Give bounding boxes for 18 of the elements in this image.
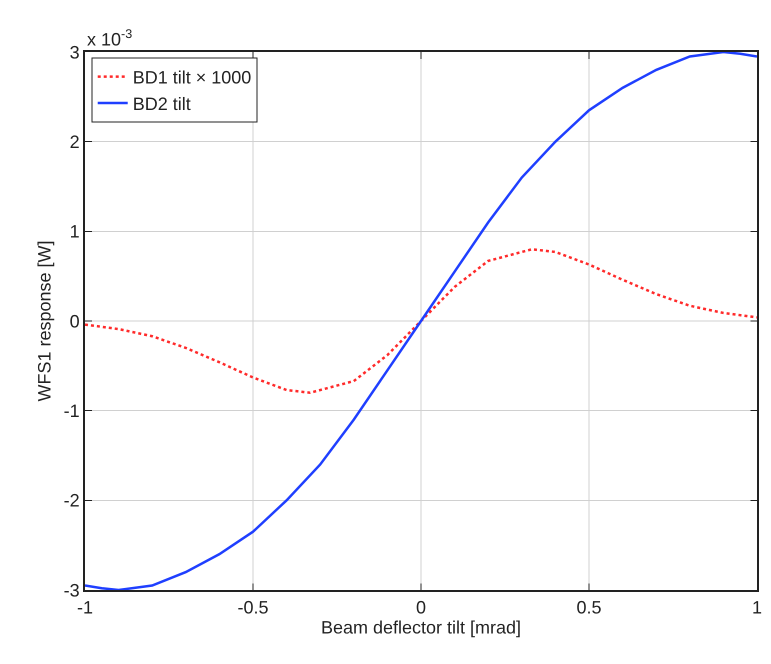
y-tick-label: 3 xyxy=(70,42,80,62)
x-tick-label: 1 xyxy=(752,597,762,618)
y-axis-title: WFS1 response [W] xyxy=(34,240,54,402)
y-tick-label: 1 xyxy=(70,222,80,242)
line-series xyxy=(85,52,757,590)
legend-label: BD2 tilt xyxy=(132,94,191,114)
x-tick-label: 0 xyxy=(416,597,426,618)
x-axis-title: Beam deflector tilt [mrad] xyxy=(320,617,522,638)
line-series xyxy=(85,248,757,394)
y-tick-label: -1 xyxy=(64,400,80,421)
text: x 10$^{-3}$ xyxy=(87,27,132,50)
y-tick-label: 0 xyxy=(70,311,80,332)
y-tick-label: 2 xyxy=(70,132,80,152)
y-tick-label: -3 xyxy=(64,580,80,600)
y-tick-label: -2 xyxy=(64,490,80,511)
x-tick-label: 0.5 xyxy=(576,597,602,618)
legend-label: BD1 tilt × 1000 xyxy=(132,68,252,88)
x-tick-label: -0.5 xyxy=(237,597,269,618)
